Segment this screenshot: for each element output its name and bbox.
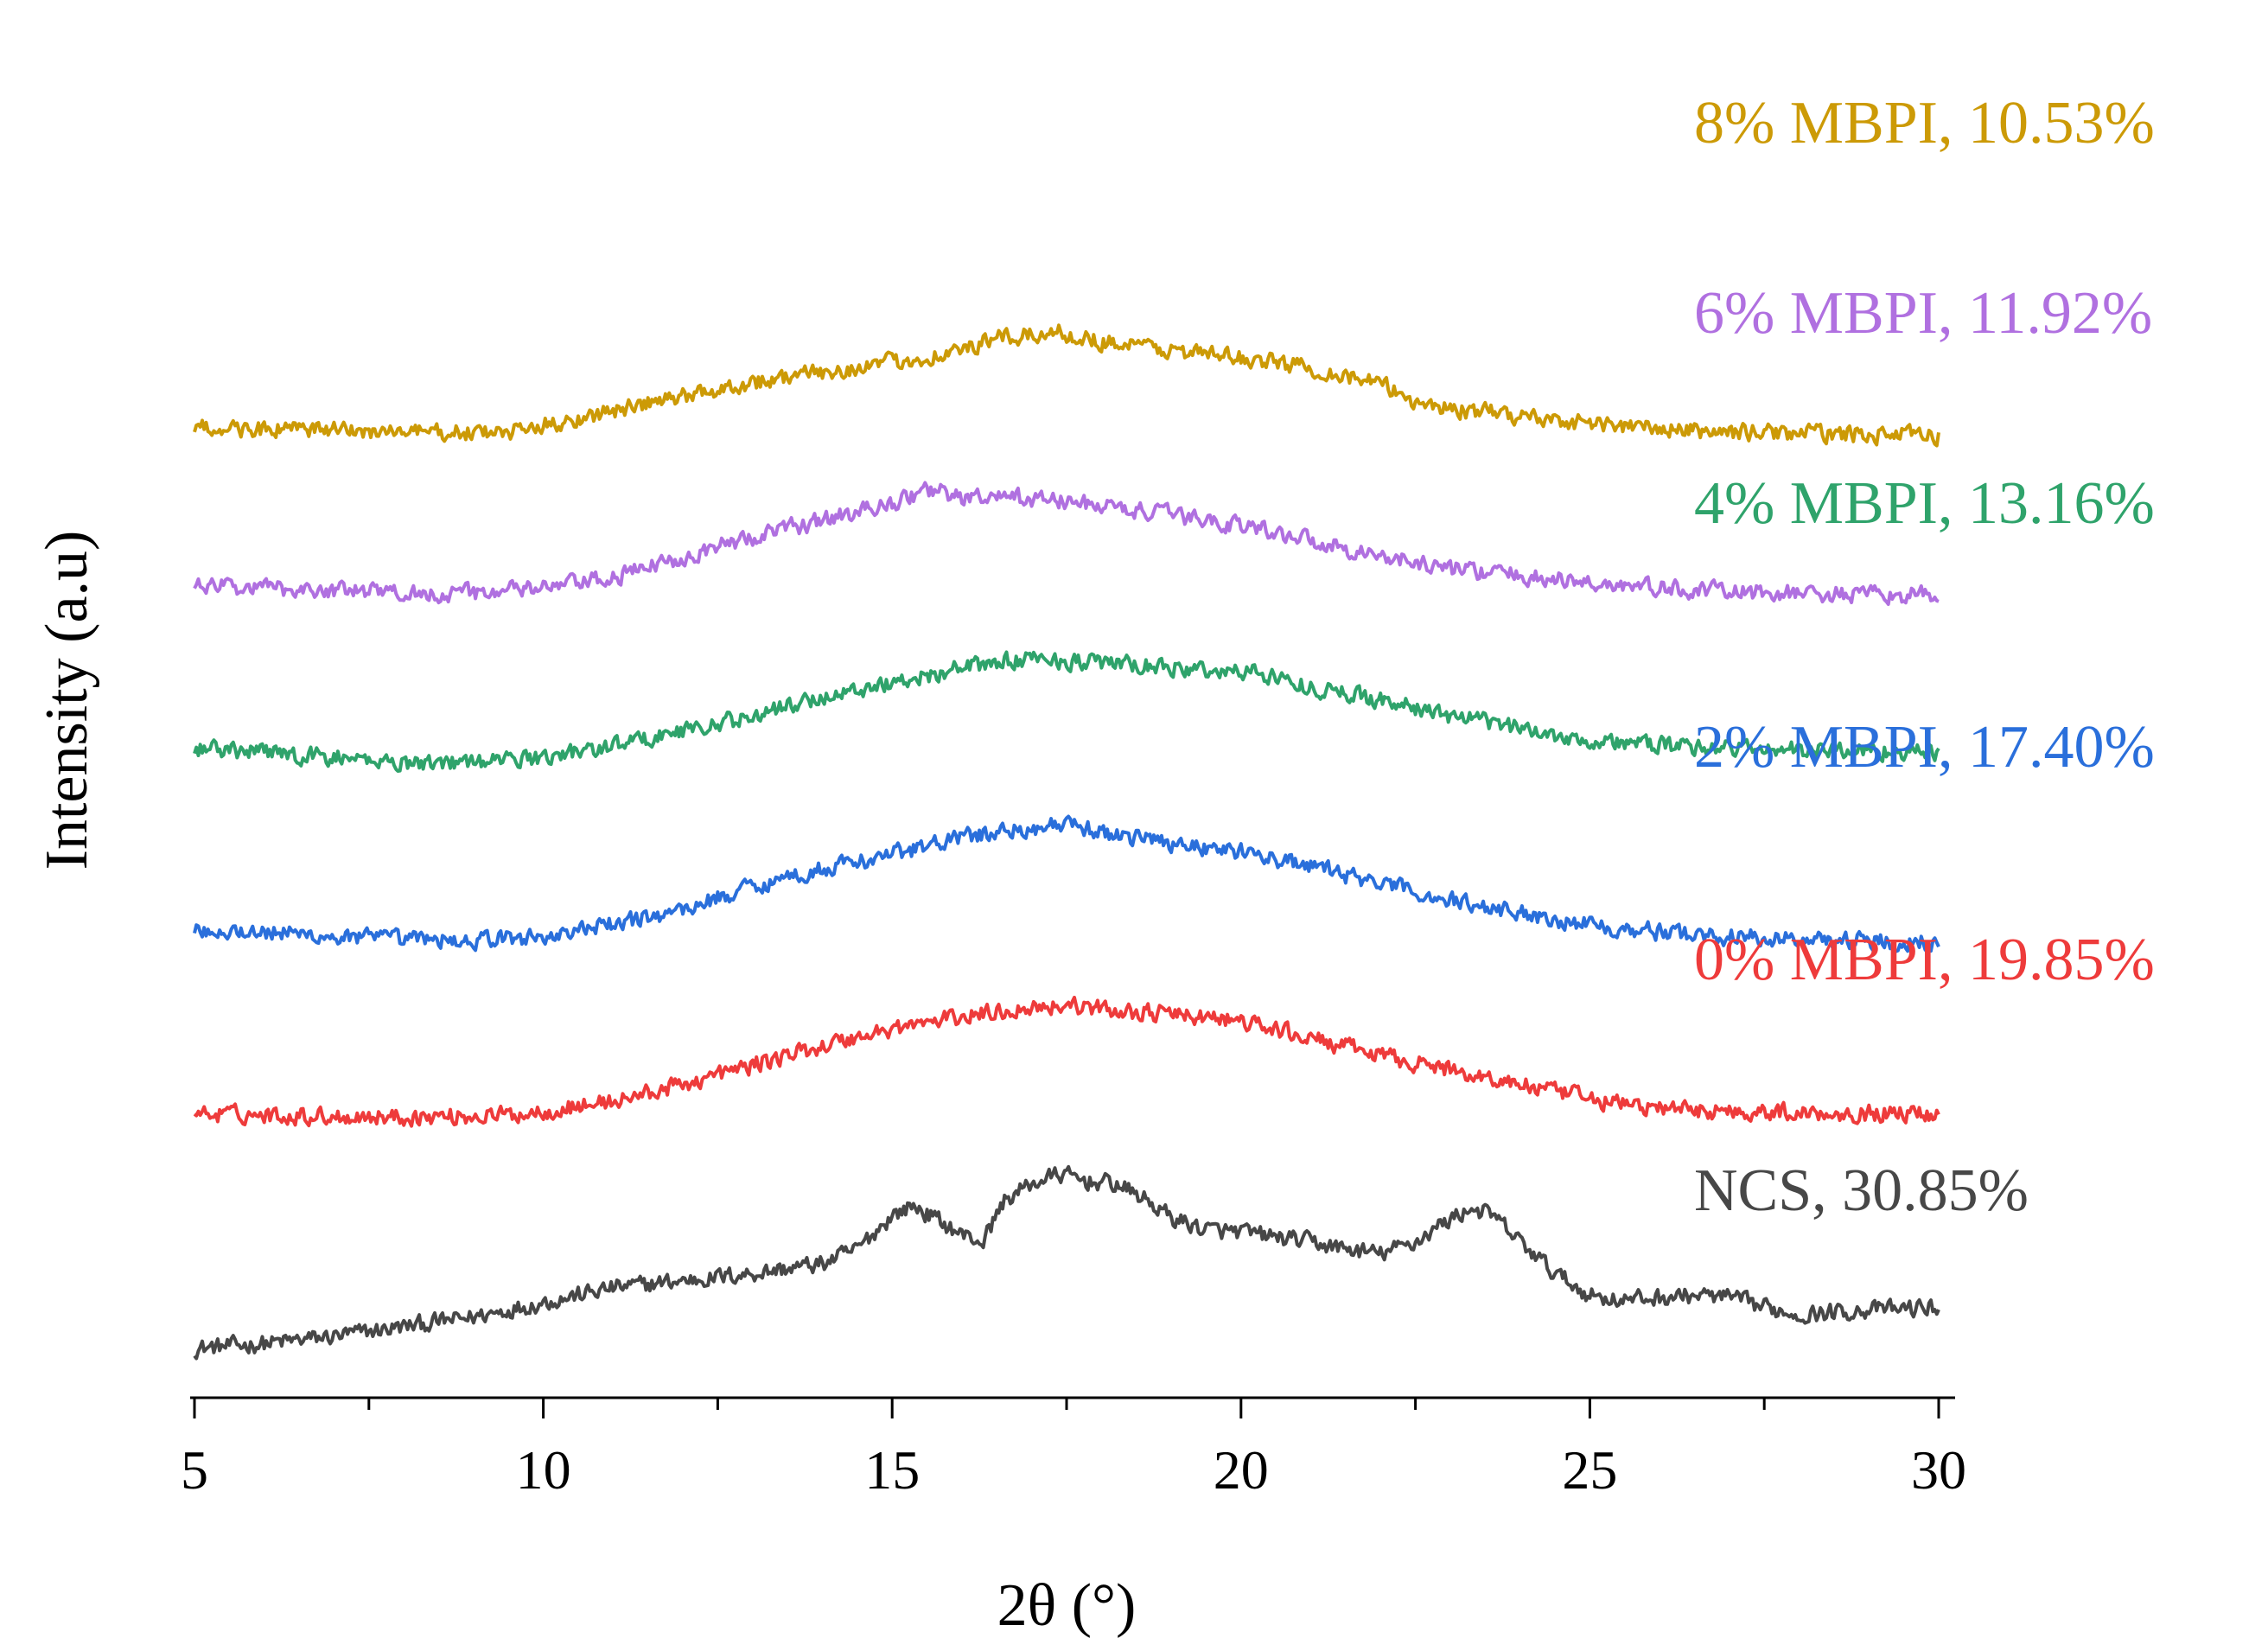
series-line	[193, 995, 1940, 1128]
series-line	[193, 481, 1940, 606]
series-line	[193, 1164, 1940, 1361]
series-label: 6% MBPI, 11.92%	[1694, 280, 2152, 347]
series-traces	[193, 323, 1940, 1361]
y-axis-title: Intensity (a.u)	[34, 531, 100, 870]
series-label: 2% MBPI, 17.40%	[1694, 714, 2155, 781]
series-line	[193, 814, 1940, 954]
x-axis-title: 2θ (°)	[997, 1572, 1137, 1639]
x-tick-label: 10	[516, 1439, 571, 1501]
x-axis-ticks: 5 10 15 20 25 30	[181, 1398, 1966, 1501]
series-label: 8% MBPI, 10.53%	[1694, 90, 2155, 156]
series-line	[193, 650, 1940, 773]
x-tick-label: 25	[1562, 1439, 1617, 1501]
series-label: 0% MBPI, 19.85%	[1694, 927, 2155, 993]
x-tick-label: 15	[864, 1439, 920, 1501]
series-label: NCS, 30.85%	[1694, 1157, 2029, 1224]
x-tick-label: 20	[1214, 1439, 1269, 1501]
x-axis: 5 10 15 20 25 30	[181, 1396, 1966, 1501]
series-line	[193, 323, 1940, 448]
series-labels: NCS, 30.85% 0% MBPI, 19.85% 2% MBPI, 17.40…	[1694, 90, 2155, 1224]
x-tick-label: 30	[1911, 1439, 1966, 1501]
x-tick-label: 5	[181, 1439, 208, 1501]
series-label: 4% MBPI, 13.16%	[1694, 470, 2155, 537]
